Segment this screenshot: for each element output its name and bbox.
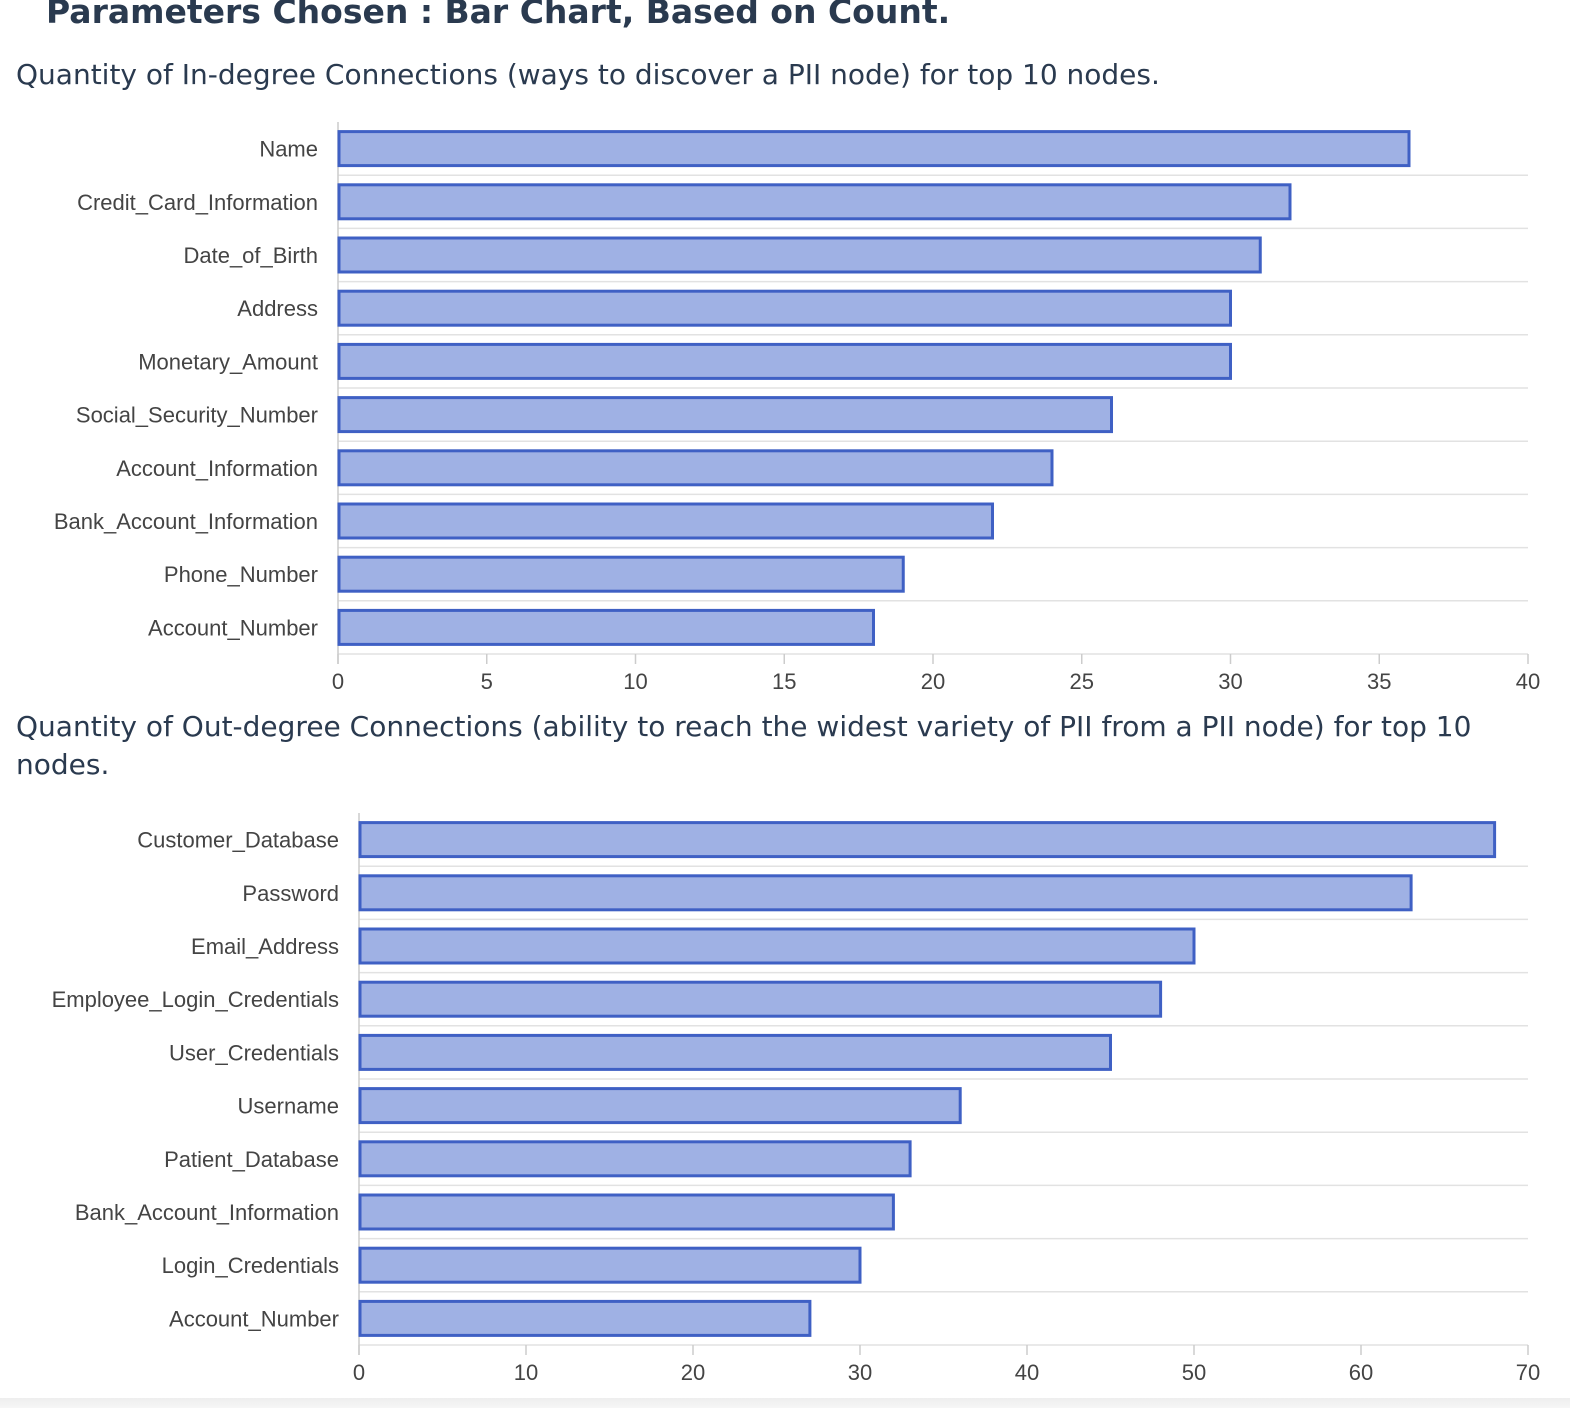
in-degree-bar <box>337 449 1054 487</box>
out-degree-x-tick-label: 30 <box>848 1360 872 1385</box>
in-degree-bar <box>337 236 1262 274</box>
out-degree-category-label: User_Credentials <box>169 1040 339 1065</box>
out-degree-bar <box>358 874 1413 912</box>
out-degree-bar <box>358 1193 895 1231</box>
page-title: Parameters Chosen : Bar Chart, Based on … <box>46 0 951 31</box>
out-degree-chart-title: Quantity of Out-degree Connections (abil… <box>16 710 1472 781</box>
out-degree-x-tick-label: 70 <box>1516 1360 1540 1385</box>
in-degree-category-label: Address <box>237 296 318 321</box>
in-degree-category-label: Date_of_Birth <box>183 243 318 268</box>
in-degree-x-tick-label: 15 <box>772 669 796 694</box>
out-degree-bar-chart: 0 10 20 30 40 50 60 70 Customer_Database Password… <box>52 813 1540 1385</box>
in-degree-bar <box>337 130 1411 168</box>
in-degree-chart-title: Quantity of In-degree Connections (ways … <box>16 58 1160 91</box>
out-degree-x-tick-label: 50 <box>1182 1360 1206 1385</box>
out-degree-category-label: Account_Number <box>169 1306 339 1331</box>
in-degree-bar <box>337 342 1232 380</box>
out-degree-category-label: Username <box>238 1094 339 1119</box>
out-degree-x-tick-label: 10 <box>514 1360 538 1385</box>
out-degree-bar <box>358 821 1497 859</box>
in-degree-x-tick-label: 25 <box>1070 669 1094 694</box>
in-degree-bar <box>337 289 1232 327</box>
out-degree-x-tick-label: 60 <box>1349 1360 1373 1385</box>
in-degree-category-label: Bank_Account_Information <box>54 509 318 534</box>
in-degree-bar <box>337 555 905 593</box>
out-degree-category-label: Login_Credentials <box>162 1253 339 1278</box>
in-degree-x-tick-label: 20 <box>921 669 945 694</box>
in-degree-bar <box>337 608 875 646</box>
out-degree-x-tick-label: 0 <box>353 1360 365 1385</box>
out-degree-bar <box>358 1299 812 1337</box>
out-degree-category-label: Customer_Database <box>137 828 339 853</box>
out-degree-category-label: Bank_Account_Information <box>75 1200 339 1225</box>
in-degree-bar <box>337 502 994 540</box>
out-degree-x-tick-label: 20 <box>681 1360 705 1385</box>
out-degree-bar <box>358 1246 862 1284</box>
in-degree-category-label: Social_Security_Number <box>76 403 318 428</box>
in-degree-category-label: Phone_Number <box>164 562 318 587</box>
in-degree-x-tick-label: 35 <box>1367 669 1391 694</box>
out-degree-bar <box>358 927 1196 965</box>
in-degree-category-label: Monetary_Amount <box>138 349 318 374</box>
out-degree-x-tick-label: 40 <box>1015 1360 1039 1385</box>
out-degree-category-label: Email_Address <box>191 934 339 959</box>
out-degree-bar <box>358 1033 1112 1071</box>
out-degree-category-label: Password <box>242 881 339 906</box>
in-degree-x-tick-label: 40 <box>1516 669 1540 694</box>
in-degree-bar <box>337 183 1292 221</box>
in-degree-bar <box>337 396 1113 434</box>
in-degree-x-tick-label: 30 <box>1218 669 1242 694</box>
in-degree-x-tick-label: 10 <box>623 669 647 694</box>
in-degree-x-tick-label: 5 <box>481 669 493 694</box>
in-degree-category-label: Account_Number <box>148 615 318 640</box>
in-degree-bar-chart: 0 5 10 15 20 25 30 35 40 Name Credit_Card_Informat… <box>54 122 1540 694</box>
in-degree-category-label: Name <box>259 137 318 162</box>
out-degree-category-label: Employee_Login_Credentials <box>52 987 339 1012</box>
in-degree-x-tick-label: 0 <box>332 669 344 694</box>
page-bottom-edge <box>0 1398 1570 1408</box>
out-degree-bar <box>358 980 1163 1018</box>
out-degree-bar <box>358 1087 962 1125</box>
in-degree-category-label: Account_Information <box>116 456 318 481</box>
in-degree-category-label: Credit_Card_Information <box>77 190 318 215</box>
out-degree-category-label: Patient_Database <box>164 1147 339 1172</box>
out-degree-bar <box>358 1140 912 1178</box>
